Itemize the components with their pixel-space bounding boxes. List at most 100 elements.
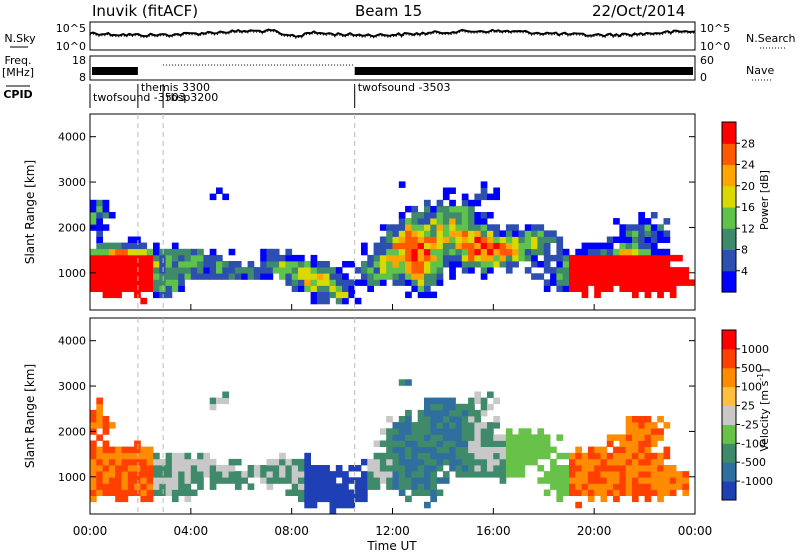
power-cell-119 [165,291,173,299]
power-cell-445 [449,205,456,213]
power-cell-172 [222,273,229,280]
velocity-cell-325 [392,446,400,454]
power-cell-319 [392,248,400,256]
power-cell-499 [480,242,488,250]
power-cell-200 [272,267,280,274]
velocity-cell-130 [178,489,185,496]
power-cell-269 [342,261,349,268]
velocity-cell-352 [405,440,412,447]
power-cell-516 [487,212,494,219]
power-cell-539 [505,230,513,237]
power-cell-304 [379,224,387,231]
power-cell-207 [279,254,286,262]
power-cell-468 [461,205,469,213]
noise-panel-frame [89,21,696,51]
cpid-segment-label-1: themis 3300 [141,81,210,94]
velocity-cell-435 [442,458,450,466]
velocity-cell-262 [335,495,343,503]
power-cell-559 [524,224,532,231]
power-cell-352 [411,273,419,280]
velocity-cell-5 [90,465,97,472]
power-cell-582 [543,236,551,243]
power-cell-557 [524,236,532,243]
velocity-cell-625 [575,489,582,496]
velocity-cell-309 [386,477,393,484]
power-cell-644 [600,285,608,292]
power-cell-495 [480,267,488,274]
velocity-cell-412 [430,434,437,441]
velocity-cell-399 [424,409,431,417]
power-cell-244 [316,267,324,274]
power-cell-363 [411,205,419,213]
velocity-cell-147 [190,471,198,478]
power-cell-286 [367,267,374,274]
power-cell-239 [316,297,324,305]
power-cell-629 [587,273,595,280]
power-cell-23 [96,218,103,225]
power-cell-511 [487,248,494,256]
power-cell-128 [171,279,179,286]
power-cell-589 [550,230,557,237]
velocity-cell-322 [392,465,400,472]
power-cell-258 [335,297,343,305]
power-cell-527 [499,261,507,268]
velocity-cbar-tick-label-6: -500 [741,456,766,469]
velocity-cell-669 [606,471,614,478]
power-cell-386 [424,242,431,250]
power-cell-544 [512,242,519,250]
velocity-cell-393 [424,446,431,454]
power-cell-2 [90,273,97,280]
power-cell-27 [102,291,110,299]
velocity-cell-720 [632,422,639,429]
power-cell-554 [524,254,532,262]
velocity-cell-127 [171,465,179,472]
power-cell-344 [405,242,412,250]
velocity-cell-234 [304,452,311,460]
power-cell-298 [379,267,387,274]
power-cell-406 [430,212,437,219]
power-cell-9 [90,212,97,219]
power-cell-609 [569,267,576,274]
velocity-cell-578 [531,458,538,466]
power-cell-434 [449,273,456,280]
power-cell-695 [632,267,639,274]
power-cell-224 [298,261,305,268]
power-cell-414 [436,242,444,250]
velocity-cell-21 [96,446,103,454]
velocity-cell-511 [480,452,488,460]
power-cell-481 [468,205,475,213]
power-cell-318 [392,254,400,262]
power-cell-181 [234,267,242,274]
velocity-cell-569 [518,440,526,447]
power-cell-505 [480,193,488,201]
power-cell-378 [424,291,431,299]
power-cell-646 [600,273,608,280]
velocity-cell-570 [518,434,526,441]
power-cell-220 [298,285,305,292]
power-cbar-tick-label-6: 28 [741,137,755,150]
velocity-cell-63 [121,465,129,472]
power-cell-325 [398,273,406,280]
velocity-cell-514 [480,434,488,441]
velocity-cell-546 [499,446,507,454]
power-cell-640 [594,261,601,268]
power-cell-126 [165,248,173,256]
power-cell-571 [537,242,545,250]
velocity-cell-31 [102,471,110,478]
power-cell-73 [127,248,135,256]
power-cell-15 [96,267,103,274]
power-cell-37 [102,212,110,219]
velocity-cell-353 [405,434,412,441]
velocity-cell-767 [657,452,664,460]
power-colorbar-label: Power [dB] [758,170,771,230]
power-cbar-swatch-7 [722,122,736,144]
power-ytick-label-2: 3000 [58,176,86,189]
velocity-cell-27 [96,397,103,405]
power-cell-279 [361,267,368,274]
velocity-cell-86 [140,483,148,490]
power-cell-133 [171,248,179,256]
velocity-cell-296 [373,471,381,478]
power-cell-667 [613,236,620,243]
power-cell-570 [537,248,545,256]
